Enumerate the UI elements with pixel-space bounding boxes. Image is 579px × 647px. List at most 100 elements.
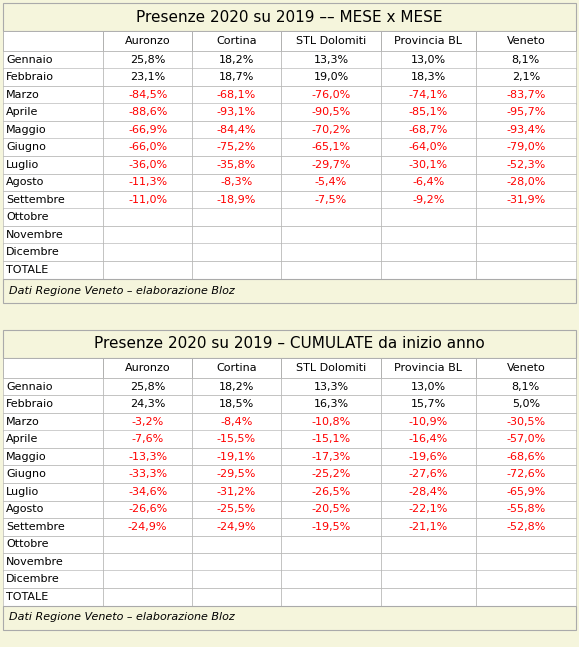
Bar <box>281 571 381 588</box>
Bar <box>3 395 103 413</box>
Bar <box>281 261 381 278</box>
Bar <box>103 571 192 588</box>
Text: Ottobre: Ottobre <box>6 539 49 549</box>
Text: Presenze 2020 su 2019 –– MESE x MESE: Presenze 2020 su 2019 –– MESE x MESE <box>136 10 443 25</box>
Text: -57,0%: -57,0% <box>506 434 545 444</box>
Bar <box>192 261 281 278</box>
Bar <box>281 358 381 378</box>
Bar <box>381 208 476 226</box>
Bar <box>281 226 381 243</box>
Bar <box>192 430 281 448</box>
Bar <box>381 191 476 208</box>
Bar <box>281 448 381 465</box>
Bar <box>103 448 192 465</box>
Bar <box>103 378 192 395</box>
Text: -93,1%: -93,1% <box>217 107 256 117</box>
Bar <box>281 86 381 104</box>
Bar <box>3 536 103 553</box>
Bar <box>103 358 192 378</box>
Text: -19,5%: -19,5% <box>312 521 351 532</box>
Bar <box>281 483 381 501</box>
Bar <box>103 51 192 69</box>
Bar <box>3 156 103 173</box>
Bar <box>381 261 476 278</box>
Text: -7,5%: -7,5% <box>315 195 347 204</box>
Bar <box>103 156 192 173</box>
Bar <box>103 395 192 413</box>
Text: -36,0%: -36,0% <box>128 160 167 170</box>
Bar <box>281 465 381 483</box>
Bar <box>281 501 381 518</box>
Bar <box>3 448 103 465</box>
Bar <box>476 588 576 606</box>
Bar <box>103 173 192 191</box>
Bar <box>103 31 192 51</box>
Text: -5,4%: -5,4% <box>315 177 347 187</box>
Bar <box>192 86 281 104</box>
Bar <box>192 208 281 226</box>
Bar <box>192 104 281 121</box>
Bar <box>192 571 281 588</box>
Text: -84,5%: -84,5% <box>128 90 167 100</box>
Bar <box>3 226 103 243</box>
Text: -66,9%: -66,9% <box>128 125 167 135</box>
Text: -93,4%: -93,4% <box>506 125 545 135</box>
Bar <box>476 226 576 243</box>
Bar <box>381 69 476 86</box>
Bar <box>281 104 381 121</box>
Text: -10,8%: -10,8% <box>312 417 351 427</box>
Text: 8,1%: 8,1% <box>512 55 540 65</box>
Text: 25,8%: 25,8% <box>130 55 166 65</box>
Bar <box>192 138 281 156</box>
Bar <box>476 378 576 395</box>
Text: Agosto: Agosto <box>6 504 44 514</box>
Bar <box>381 138 476 156</box>
Text: Gennaio: Gennaio <box>6 382 52 391</box>
Bar <box>103 138 192 156</box>
Text: 15,7%: 15,7% <box>411 399 446 410</box>
Bar <box>192 226 281 243</box>
Text: Cortina: Cortina <box>216 36 257 46</box>
Text: Maggio: Maggio <box>6 452 46 462</box>
Text: -20,5%: -20,5% <box>312 504 351 514</box>
Bar <box>192 588 281 606</box>
Bar <box>103 465 192 483</box>
Text: Cortina: Cortina <box>216 363 257 373</box>
Text: 25,8%: 25,8% <box>130 382 166 391</box>
Bar <box>476 51 576 69</box>
Text: 13,3%: 13,3% <box>313 382 349 391</box>
Text: -29,7%: -29,7% <box>312 160 351 170</box>
Bar <box>381 465 476 483</box>
Bar <box>381 483 476 501</box>
Bar <box>281 378 381 395</box>
Text: Aprile: Aprile <box>6 434 38 444</box>
Bar <box>281 191 381 208</box>
Bar <box>281 121 381 138</box>
Bar <box>381 536 476 553</box>
Bar <box>281 69 381 86</box>
Bar <box>476 518 576 536</box>
Bar <box>381 86 476 104</box>
Text: STL Dolomiti: STL Dolomiti <box>296 363 366 373</box>
Bar <box>476 31 576 51</box>
Text: -35,8%: -35,8% <box>217 160 256 170</box>
Text: Febbraio: Febbraio <box>6 399 54 410</box>
Bar <box>476 208 576 226</box>
Bar <box>281 208 381 226</box>
Text: Provincia BL: Provincia BL <box>394 363 463 373</box>
Bar <box>192 191 281 208</box>
Text: -64,0%: -64,0% <box>409 142 448 152</box>
Bar <box>476 69 576 86</box>
Bar <box>281 395 381 413</box>
Text: -15,1%: -15,1% <box>312 434 351 444</box>
Bar <box>381 156 476 173</box>
Bar <box>476 121 576 138</box>
Bar <box>192 448 281 465</box>
Text: Marzo: Marzo <box>6 90 39 100</box>
Bar <box>192 51 281 69</box>
Bar <box>103 226 192 243</box>
Text: Auronzo: Auronzo <box>125 363 170 373</box>
Bar <box>476 536 576 553</box>
Text: Maggio: Maggio <box>6 125 46 135</box>
Text: -11,3%: -11,3% <box>128 177 167 187</box>
